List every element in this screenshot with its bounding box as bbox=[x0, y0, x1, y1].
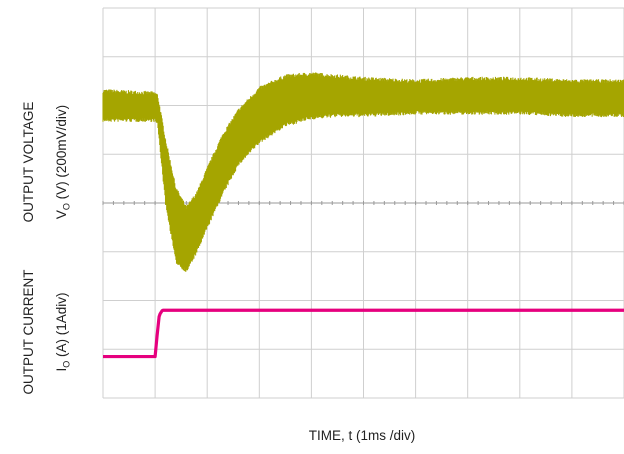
voltage-trace bbox=[102, 72, 624, 272]
current-trace bbox=[102, 308, 624, 359]
current-trace-group bbox=[102, 308, 624, 359]
voltage-axis-label: VO (V) (200mV/div) bbox=[54, 104, 72, 220]
voltage-channel-title: OUTPUT VOLTAGE bbox=[21, 101, 36, 223]
current-axis-label: IO (A) (1Adiv) bbox=[54, 292, 72, 372]
current-channel-title: OUTPUT CURRENT bbox=[21, 269, 36, 395]
x-axis-label: TIME, t (1ms /div) bbox=[308, 428, 416, 443]
voltage-trace-group bbox=[102, 72, 624, 272]
